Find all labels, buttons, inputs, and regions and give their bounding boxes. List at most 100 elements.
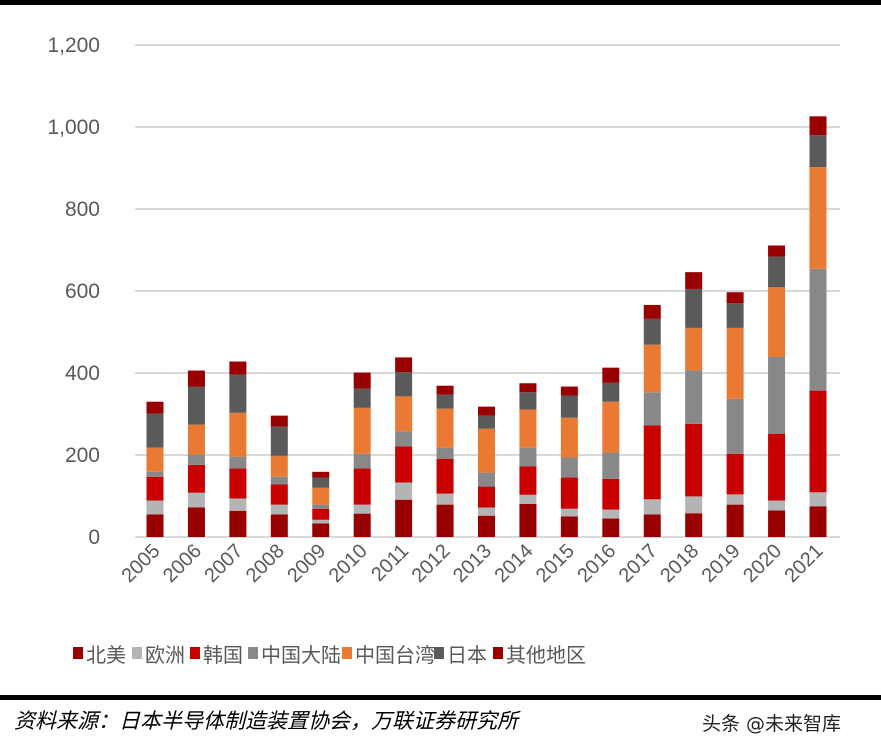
- bar-segment-2019-0: [726, 504, 744, 537]
- legend-swatch: [342, 647, 352, 659]
- bar-segment-2006-3: [187, 454, 205, 465]
- bar-segment-2015-2: [560, 477, 578, 509]
- y-tick-label: 800: [65, 198, 100, 221]
- legend-item: 其他地区: [493, 643, 586, 667]
- x-tick-label: 2009: [283, 540, 330, 587]
- bar-segment-2018-1: [685, 496, 703, 514]
- bar-segment-2021-3: [809, 268, 827, 391]
- y-tick-label: 1,000: [47, 116, 100, 139]
- bar-segment-2006-0: [187, 507, 205, 537]
- bar-segment-2011-6: [395, 357, 413, 373]
- bar-segment-2014-3: [519, 447, 537, 467]
- bar-segment-2008-2: [270, 484, 288, 505]
- bar-segment-2007-5: [229, 374, 247, 413]
- bar-segment-2017-6: [643, 304, 661, 319]
- x-tick-label: 2005: [118, 540, 165, 587]
- bar-segment-2021-5: [809, 135, 827, 168]
- bar-segment-2014-4: [519, 409, 537, 448]
- bar-stack-2012: [436, 385, 454, 537]
- bar-segment-2011-3: [395, 431, 413, 447]
- bar-stack-2008: [270, 415, 288, 537]
- bar-segment-2007-1: [229, 498, 247, 511]
- bar-stack-2007: [229, 361, 247, 537]
- legend-item: 中国大陆: [248, 643, 341, 667]
- bar-segment-2015-6: [560, 386, 578, 396]
- legend-swatch: [434, 647, 444, 659]
- bar-segment-2016-1: [602, 509, 620, 519]
- bar-stack-2021: [809, 116, 827, 537]
- bar-stack-2005: [146, 401, 164, 537]
- x-tick-label: 2013: [449, 540, 496, 587]
- source-note: 资料来源：日本半导体制造装置协会，万联证券研究所: [14, 709, 521, 733]
- bar-segment-2008-6: [270, 415, 288, 427]
- bar-segment-2019-1: [726, 494, 744, 505]
- bar-segment-2018-5: [685, 288, 703, 328]
- legend-label: 北美: [86, 643, 126, 667]
- bar-segment-2011-2: [395, 446, 413, 483]
- bar-segment-2021-4: [809, 167, 827, 269]
- bar-segment-2018-4: [685, 327, 703, 371]
- bar-segment-2021-0: [809, 506, 827, 537]
- bar-segment-2020-1: [768, 500, 786, 511]
- bar-segment-2018-2: [685, 423, 703, 497]
- bar-segment-2008-4: [270, 455, 288, 477]
- bar-segment-2005-6: [146, 401, 164, 414]
- bar-segment-2010-0: [353, 513, 371, 537]
- bar-segment-2020-0: [768, 510, 786, 537]
- y-tick-label: 1,200: [47, 34, 100, 57]
- legend-label: 日本: [447, 643, 487, 667]
- bar-segment-2013-0: [478, 515, 495, 537]
- bar-segment-2020-6: [768, 245, 786, 257]
- bar-segment-2007-0: [229, 510, 247, 537]
- bar-segment-2009-0: [312, 523, 330, 537]
- x-tick-label: 2012: [408, 540, 455, 587]
- bar-segment-2010-1: [353, 504, 371, 514]
- gridlines: [135, 44, 840, 538]
- bar-stack-2017: [643, 304, 661, 537]
- bar-segment-2006-1: [187, 492, 205, 508]
- bar-segment-2012-3: [436, 447, 454, 459]
- bar-segment-2017-2: [643, 425, 661, 500]
- bar-segment-2014-6: [519, 383, 537, 393]
- bar-segment-2016-0: [602, 518, 620, 537]
- bar-segment-2018-3: [685, 370, 703, 424]
- bar-stack-2010: [353, 372, 371, 537]
- legend-item: 韩国: [190, 643, 243, 667]
- x-tick-label: 2021: [781, 540, 828, 587]
- bar-segment-2005-4: [146, 447, 164, 472]
- bar-stack-2006: [187, 370, 205, 537]
- bar-segment-2010-3: [353, 453, 371, 469]
- bar-segment-2009-6: [312, 471, 330, 478]
- x-tick-label: 2007: [200, 540, 247, 587]
- bar-segment-2008-3: [270, 476, 288, 485]
- bar-segment-2007-2: [229, 468, 247, 499]
- bar-segment-2013-4: [478, 428, 495, 473]
- bar-segment-2009-5: [312, 477, 330, 488]
- bar-segment-2016-4: [602, 401, 620, 453]
- bar-segment-2021-1: [809, 492, 827, 507]
- bar-segment-2005-2: [146, 476, 164, 501]
- bar-stack-2015: [560, 386, 578, 537]
- bar-segment-2012-1: [436, 493, 454, 505]
- legend-label: 中国台湾: [355, 643, 435, 667]
- bar-segment-2006-2: [187, 464, 205, 493]
- x-tick-label: 2016: [573, 540, 620, 587]
- legend-label: 欧洲: [145, 643, 185, 667]
- bar-segment-2012-0: [436, 504, 454, 537]
- y-tick-label: 400: [65, 362, 100, 385]
- x-tick-label: 2006: [159, 540, 206, 587]
- legend-item: 北美: [73, 643, 126, 667]
- bar-segment-2011-4: [395, 396, 413, 432]
- bar-segment-2009-3: [312, 504, 330, 509]
- bar-segment-2010-5: [353, 388, 371, 408]
- bar-segment-2006-6: [187, 370, 205, 387]
- legend: 北美 欧洲 韩国 中国大陆 中国台湾 日本 其他地区: [73, 643, 586, 667]
- x-tick-label: 2011: [367, 540, 413, 586]
- bar-segment-2005-0: [146, 514, 164, 537]
- legend-swatch: [132, 647, 142, 659]
- bar-segment-2015-4: [560, 417, 578, 458]
- x-tick-label: 2014: [490, 540, 537, 587]
- x-tick-label: 2020: [739, 540, 786, 587]
- bar-segment-2021-6: [809, 116, 827, 136]
- bar-segment-2016-2: [602, 478, 620, 510]
